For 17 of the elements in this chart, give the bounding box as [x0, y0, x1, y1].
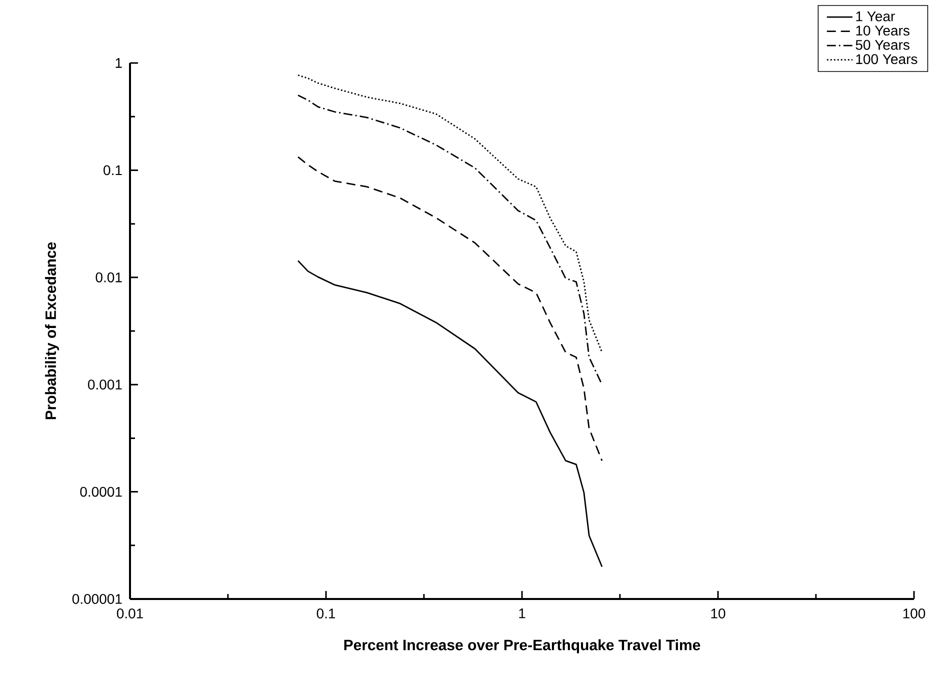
y-tick-label: 0.0001	[80, 486, 122, 497]
y-tick-label: 0.01	[96, 272, 122, 282]
y-axis-title: Probability of Excedance	[45, 242, 59, 420]
legend-label: 10 Years	[856, 26, 910, 36]
x-tick-label: 10	[711, 608, 726, 618]
x-axis-title: Percent Increase over Pre-Earthquake Travel Time	[344, 639, 700, 654]
y-tick-label: 0.00001	[72, 594, 122, 604]
legend-label: 50 Years	[856, 40, 910, 50]
x-tick-label: 0.1	[316, 608, 336, 618]
x-tick-label: 0.01	[116, 608, 143, 618]
y-tick-label: 1	[116, 58, 122, 68]
legend-label: 100 Years	[856, 54, 918, 64]
y-tick-label: 0.1	[104, 165, 122, 176]
x-tick-label: 100	[903, 608, 926, 618]
x-tick-label: 1	[519, 608, 526, 618]
y-tick-label: 0.001	[88, 380, 122, 390]
legend-label: 1 Year	[856, 12, 895, 22]
